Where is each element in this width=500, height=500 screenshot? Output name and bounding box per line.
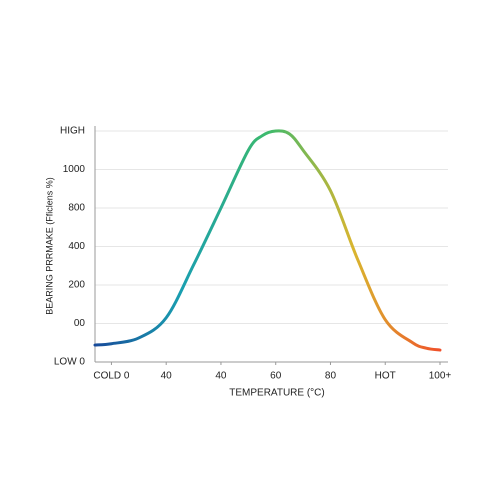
x-tick-label: HOT: [375, 371, 396, 382]
y-tick-label: 1000: [63, 164, 86, 175]
x-tick-label: 80: [325, 371, 337, 382]
y-axis-label: BEARING PRRMAKE (Fficlens %): [44, 177, 54, 315]
line: [93, 129, 442, 352]
x-axis-label: TEMPERATURE (°C): [229, 388, 324, 399]
y-tick-label: 800: [68, 203, 85, 214]
x-tick-label: 100+: [429, 371, 452, 382]
y-tick-label: 200: [68, 280, 85, 291]
y-tick-label: LOW 0: [54, 357, 86, 368]
x-tick-label: 60: [270, 371, 282, 382]
y-tick-label: HIGH: [60, 126, 85, 137]
y-tick-label: 00: [74, 318, 86, 329]
x-tick-label: 40: [215, 371, 227, 382]
y-tick-label: 400: [68, 241, 85, 252]
x-tick-label: 40: [161, 371, 173, 382]
x-tick-label: COLD 0: [93, 371, 130, 382]
